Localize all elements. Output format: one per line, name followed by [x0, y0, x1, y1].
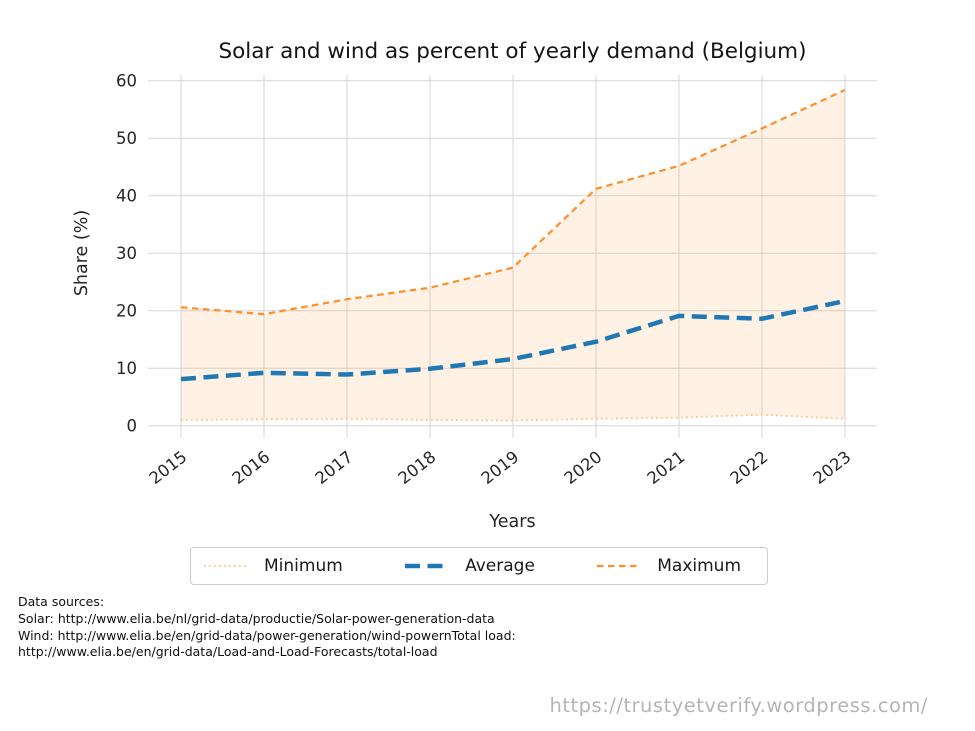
svg-text:60: 60: [116, 72, 137, 91]
data-sources-block: Data sources: Solar: http://www.elia.be/…: [18, 594, 516, 661]
legend-label-maximum: Maximum: [657, 556, 741, 576]
x-tick-labels: 2015 2016 2017 2018 2019 2020 2021 2022 2023: [146, 447, 855, 488]
svg-text:10: 10: [116, 359, 137, 378]
legend-label-average: Average: [465, 556, 535, 576]
series-line-maximum: [180, 88, 846, 316]
legend-line-maximum-icon: [597, 564, 642, 568]
svg-text:40: 40: [116, 187, 137, 206]
svg-text:2017: 2017: [312, 447, 357, 488]
data-source-wind: Wind: http://www.elia.be/en/grid-data/po…: [18, 627, 516, 643]
svg-text:2020: 2020: [561, 447, 606, 488]
svg-text:20: 20: [116, 302, 137, 321]
svg-text:2019: 2019: [478, 447, 523, 488]
x-axis-label: Years: [489, 512, 536, 532]
y-tick-labels: 0 10 20 30 40 50 60: [116, 72, 137, 436]
plot-area: 0 10 20 30 40 50 60 2015 2016 2017 2018 2019 2020 202…: [116, 72, 877, 488]
data-sources-heading: Data sources:: [18, 594, 105, 609]
legend-item-maximum: Maximum: [596, 556, 741, 576]
svg-text:2015: 2015: [146, 447, 191, 488]
data-source-solar: Solar: http://www.elia.be/nl/grid-data/p…: [18, 610, 495, 626]
svg-text:2022: 2022: [727, 447, 772, 488]
svg-text:2016: 2016: [229, 447, 274, 488]
svg-text:2023: 2023: [810, 447, 855, 488]
svg-text:50: 50: [116, 129, 137, 148]
data-source-load: http://www.elia.be/en/grid-data/Load-and…: [18, 644, 438, 660]
series-line-minimum: [180, 413, 846, 422]
svg-text:30: 30: [116, 244, 137, 263]
min-max-band: [181, 89, 845, 421]
legend-item-average: Average: [404, 556, 535, 576]
svg-text:2021: 2021: [644, 447, 689, 488]
legend-item-minimum: Minimum: [203, 556, 343, 576]
legend-line-minimum-icon: [204, 565, 248, 567]
legend: Minimum Average Maximum: [190, 547, 768, 585]
gridlines: [148, 75, 877, 438]
legend-line-average-icon: [405, 563, 450, 569]
y-axis-label: Share (%): [72, 209, 92, 297]
svg-text:0: 0: [127, 417, 138, 436]
svg-text:2018: 2018: [395, 447, 440, 488]
chart-title: Solar and wind as percent of yearly dema…: [218, 39, 807, 64]
watermark-url: https://trustyetverify.wordpress.com/: [549, 694, 928, 717]
legend-label-minimum: Minimum: [264, 556, 343, 576]
